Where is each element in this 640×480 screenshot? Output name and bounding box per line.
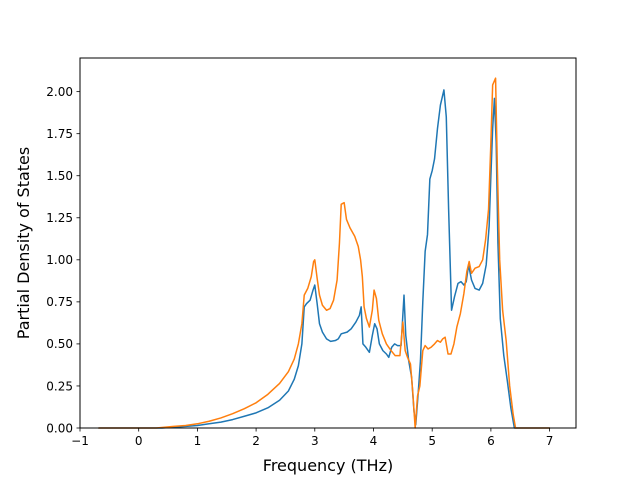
- y-tick-label: 1.25: [46, 211, 73, 225]
- x-tick-label: 3: [311, 434, 319, 448]
- x-tick-label: 7: [546, 434, 554, 448]
- series-group: [98, 77, 551, 429]
- x-tick-label: 2: [252, 434, 260, 448]
- plot-frame: [79, 57, 577, 429]
- y-tick-label: 0.25: [46, 379, 73, 393]
- y-tick-label: 0.50: [46, 337, 73, 351]
- y-axis-ticks: 0.00 0.25 0.50 0.75 1.00 1.25 1.50 1.75 2.00: [46, 85, 80, 435]
- x-tick-label: 0: [135, 434, 143, 448]
- y-tick-label: 2.00: [46, 85, 73, 99]
- y-tick-label: 1.50: [46, 169, 73, 183]
- series-line-2: [98, 77, 551, 429]
- x-tick-label: 1: [194, 434, 202, 448]
- x-tick-label: 4: [370, 434, 378, 448]
- x-tick-label: 5: [428, 434, 436, 448]
- y-tick-label: 1.75: [46, 127, 73, 141]
- x-axis-ticks: −1 0 1 2 3 4 5 6 7: [71, 428, 553, 448]
- x-tick-label: −1: [71, 434, 89, 448]
- series-line-1: [98, 89, 551, 429]
- y-tick-label: 1.00: [46, 253, 73, 267]
- x-axis-label: Frequency (THz): [263, 456, 393, 475]
- axes: −1 0 1 2 3 4 5 6 7 0.00 0.25 0.50 0.75 1.00 1.25 1.50 1…: [14, 57, 577, 475]
- y-tick-label: 0.00: [46, 421, 73, 435]
- plot-area: [80, 58, 576, 428]
- y-axis-label: Partial Density of States: [14, 147, 33, 339]
- y-tick-label: 0.75: [46, 295, 73, 309]
- x-tick-label: 6: [487, 434, 495, 448]
